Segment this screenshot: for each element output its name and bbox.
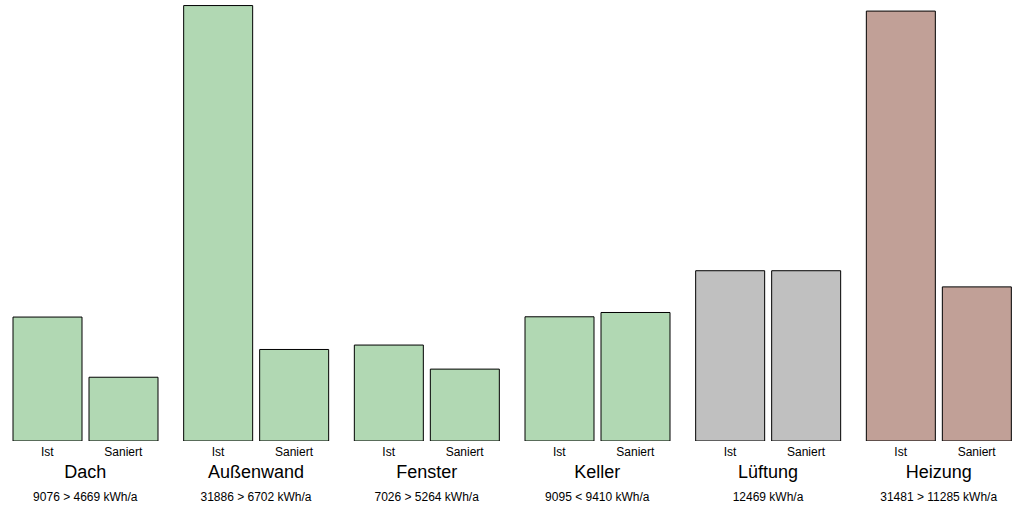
svg-text:Ist: Ist <box>724 445 737 459</box>
svg-text:Saniert: Saniert <box>275 445 314 459</box>
svg-text:Heizung: Heizung <box>906 462 972 482</box>
svg-text:31886 > 6702 kWh/a: 31886 > 6702 kWh/a <box>200 490 311 504</box>
svg-text:Keller: Keller <box>574 462 620 482</box>
svg-text:Ist: Ist <box>212 445 225 459</box>
svg-text:Saniert: Saniert <box>446 445 485 459</box>
svg-text:Saniert: Saniert <box>616 445 655 459</box>
svg-text:Fenster: Fenster <box>396 462 457 482</box>
svg-text:12469 kWh/a: 12469 kWh/a <box>733 490 804 504</box>
svg-text:Ist: Ist <box>382 445 395 459</box>
svg-text:9076 > 4669 kWh/a: 9076 > 4669 kWh/a <box>33 490 138 504</box>
svg-text:Lüftung: Lüftung <box>738 462 798 482</box>
svg-text:Saniert: Saniert <box>787 445 826 459</box>
svg-text:Saniert: Saniert <box>958 445 997 459</box>
svg-text:Dach: Dach <box>64 462 106 482</box>
svg-text:Außenwand: Außenwand <box>208 462 304 482</box>
svg-text:Saniert: Saniert <box>104 445 143 459</box>
svg-text:31481 > 11285 kWh/a: 31481 > 11285 kWh/a <box>880 490 997 504</box>
svg-text:7026 > 5264 kWh/a: 7026 > 5264 kWh/a <box>374 490 479 504</box>
svg-text:9095 < 9410 kWh/a: 9095 < 9410 kWh/a <box>545 490 650 504</box>
svg-text:Ist: Ist <box>41 445 54 459</box>
svg-text:Ist: Ist <box>894 445 907 459</box>
svg-text:Ist: Ist <box>553 445 566 459</box>
